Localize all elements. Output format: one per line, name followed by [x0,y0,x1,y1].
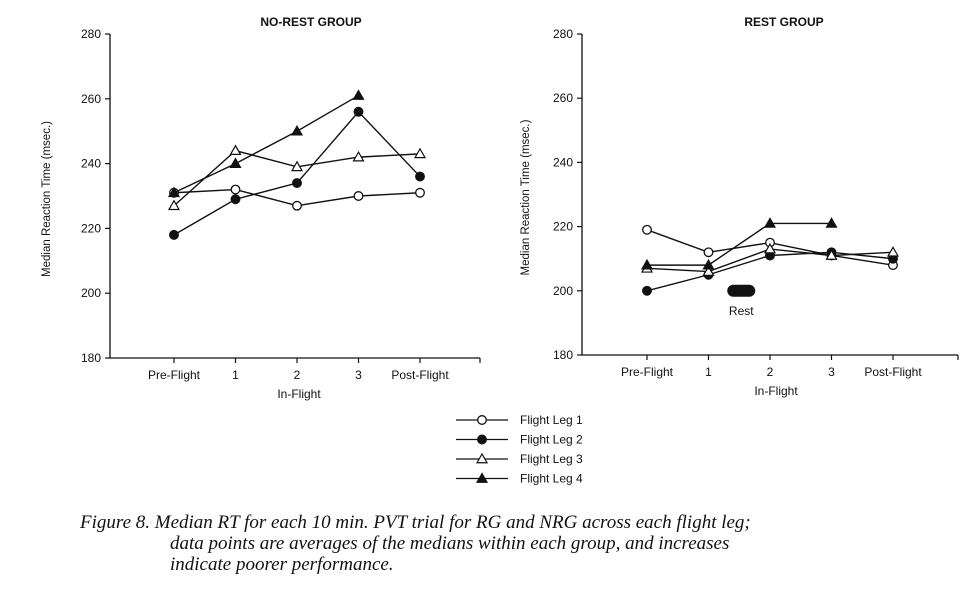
legend: Flight Leg 1 Flight Leg 2 Flight Leg 3 Flig… [456,413,583,486]
y-axis-title: Median Reaction Time (msec.) [520,119,532,275]
x-tick-label: 1 [232,368,239,382]
y-tick-label: 260 [81,92,101,106]
x-tick-label: Post-Flight [391,368,449,382]
legend-marker [477,415,487,425]
legend-marker [475,472,489,483]
data-point [642,285,652,296]
data-point [763,242,777,254]
x-tick-label: Post-Flight [864,365,922,379]
caption-line-3: indicate poorer performance. [170,554,394,575]
chart-title: REST GROUP [744,15,823,29]
data-point [825,249,838,260]
data-point [352,150,365,162]
caption-line-1: Figure 8. Median RT for each 10 min. PVT… [80,512,751,533]
x-tick-label: 3 [355,368,362,382]
x-axis-title: In-Flight [277,387,321,401]
data-point [886,246,900,257]
y-tick-label: 260 [553,91,573,105]
legend-item: Flight Leg 4 [456,472,583,486]
series-line [647,222,832,266]
x-tick-label: 3 [828,365,835,379]
data-point [169,229,179,240]
y-tick-label: 180 [81,351,101,365]
legend-item: Flight Leg 1 [456,413,583,427]
legend-label: Flight Leg 2 [520,433,583,447]
y-tick-label: 180 [553,348,573,362]
y-tick-label: 200 [81,286,101,300]
data-point [415,171,425,182]
rest-label: Rest [729,304,754,318]
data-point [353,191,364,201]
data-point [763,217,777,228]
y-tick-label: 220 [553,220,573,234]
data-point [292,200,302,211]
series-3 [640,242,900,276]
y-tick-label: 280 [81,27,101,41]
legend-item: Flight Leg 3 [456,452,583,466]
x-axis-title: In-Flight [754,384,798,398]
data-point [353,106,364,117]
data-point [167,186,181,198]
data-point [825,217,838,228]
x-tick-label: Pre-Flight [621,365,674,379]
data-point [702,265,715,276]
data-point [702,258,715,270]
data-point [167,199,181,211]
data-point [230,194,241,205]
y-tick-label: 280 [553,27,573,41]
legend-item: Flight Leg 2 [456,433,583,447]
y-tick-label: 220 [81,221,101,235]
series-2 [642,247,898,296]
series-2 [169,106,425,240]
y-axis-title: Median Reaction Time (msec.) [41,121,53,277]
data-point [229,157,242,168]
data-point [415,187,425,198]
data-point [640,258,654,270]
x-tick-label: 1 [705,365,712,379]
data-point [229,144,242,155]
series-4 [167,89,365,198]
chart-panel-1: NO-REST GROUP 180 200 220 240 260 280 Pre-Fligh… [41,15,481,401]
legend-label: Flight Leg 3 [520,452,583,466]
legend-label: Flight Leg 1 [520,413,583,427]
legend-marker [475,452,489,464]
y-tick-label: 240 [553,155,573,169]
y-tick-label: 240 [81,157,101,171]
caption-line-2: data points are averages of the medians … [170,533,730,554]
y-tick-label: 200 [553,284,573,298]
data-point [703,247,714,258]
series-line [173,94,359,194]
legend-marker [477,434,487,445]
data-point [292,178,302,188]
chart-panel-2: REST GROUP 180 200 220 240 260 280 Pre-Flight 1 2… [520,15,959,398]
rest-period-marker [727,284,756,297]
legend-label: Flight Leg 4 [520,472,583,486]
data-point [352,89,365,100]
chart-title: NO-REST GROUP [260,15,361,29]
series-4 [640,217,838,270]
figure-caption: Figure 8. Median RT for each 10 min. PVT… [80,512,960,575]
series-3 [167,144,427,211]
data-point [290,160,304,172]
data-point [290,124,304,136]
data-point [230,184,241,195]
data-point [642,224,652,235]
x-tick-label: 2 [294,368,301,382]
series-1 [169,184,425,211]
x-tick-label: Pre-Flight [148,368,201,382]
x-tick-label: 2 [767,365,774,379]
data-point [413,147,427,159]
